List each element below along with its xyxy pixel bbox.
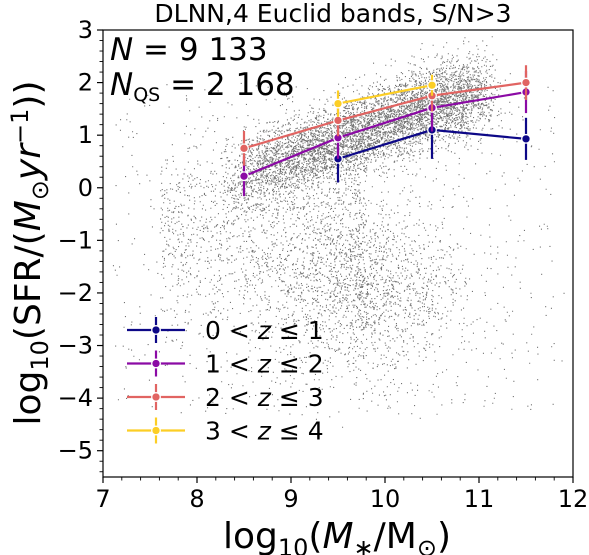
data-point (239, 143, 249, 154)
series-line-2 (243, 81, 527, 150)
annotation-n: N = 9 133 (110, 32, 268, 68)
legend-label: 3 < z ≤ 4 (205, 417, 324, 446)
scatter-points (112, 36, 565, 428)
y-tick-label: 3 (78, 16, 93, 44)
series-line-1 (243, 91, 527, 178)
legend-marker (151, 392, 161, 402)
x-tick-label: 7 (95, 485, 110, 513)
data-point (521, 133, 531, 144)
x-tick-label: 8 (189, 485, 204, 513)
scatter-cloud (112, 36, 565, 428)
x-axis-label: log10(M∗/M⊙) (223, 516, 451, 555)
y-tick-label: −5 (58, 437, 93, 465)
data-point (333, 98, 343, 109)
legend-label: 0 < z ≤ 1 (205, 316, 324, 345)
legend-item-0: 0 < z ≤ 1 (127, 316, 324, 345)
y-tick-label: −3 (58, 332, 93, 360)
x-tick-label: 11 (464, 485, 495, 513)
x-tick-label: 9 (283, 485, 298, 513)
data-point (239, 171, 249, 182)
y-tick-label: 2 (78, 69, 93, 97)
x-tick-label: 10 (370, 485, 401, 513)
series-layer (239, 65, 531, 197)
data-point (521, 77, 531, 88)
legend-item-1: 1 < z ≤ 2 (127, 350, 324, 379)
data-point (333, 115, 343, 126)
legend-marker (151, 358, 161, 369)
y-tick-label: −4 (58, 384, 93, 412)
annotation-n-qs: NQS = 2 168 (110, 67, 295, 106)
legend-label: 1 < z ≤ 2 (205, 350, 324, 379)
legend-item-3: 3 < z ≤ 4 (127, 417, 324, 446)
series-line-3 (337, 84, 433, 105)
legend-marker (151, 425, 161, 436)
x-tick-label: 12 (558, 485, 589, 513)
series-3 (333, 74, 437, 117)
legend-marker (151, 325, 161, 335)
y-tick-label: −2 (58, 279, 93, 307)
y-tick-label: 1 (78, 121, 93, 149)
legend-label: 2 < z ≤ 3 (205, 383, 324, 412)
data-point (427, 80, 437, 91)
chart-title: DLNN,4 Euclid bands, S/N>3 (154, 0, 511, 28)
legend: 0 < z ≤ 1 1 < z ≤ 2 2 < z ≤ 3 3 < z ≤ 4 (127, 316, 324, 446)
y-tick-label: −1 (58, 226, 93, 254)
plot-frame (102, 29, 574, 478)
y-tick-label: 0 (78, 174, 93, 202)
legend-item-2: 2 < z ≤ 3 (127, 383, 324, 412)
y-axis-label: log10(SFR/(M⊙yr−1)) (6, 81, 54, 426)
